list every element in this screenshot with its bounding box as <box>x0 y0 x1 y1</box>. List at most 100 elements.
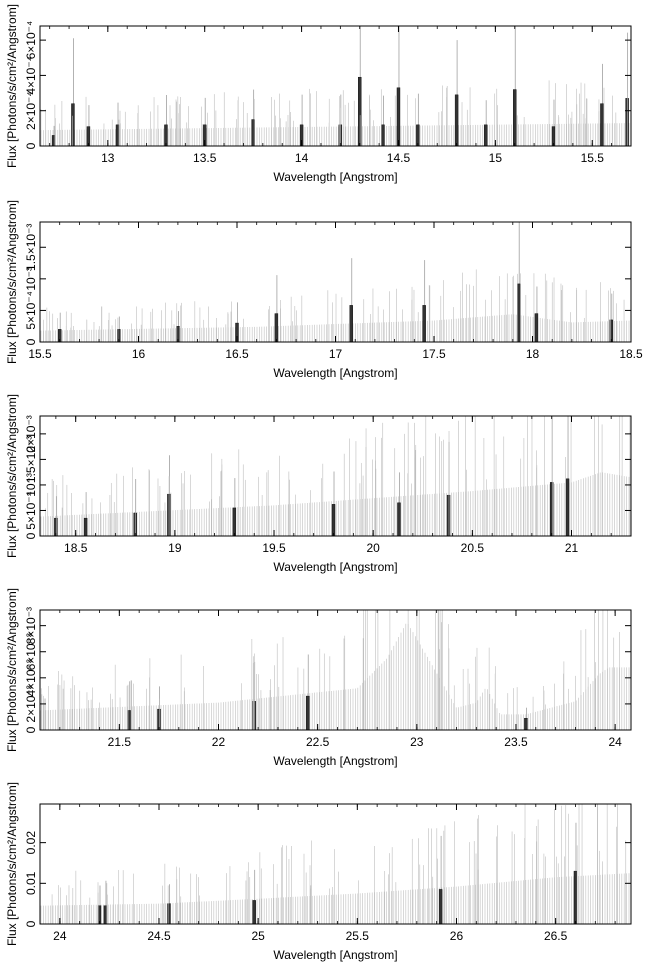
x-tick-label: 24 <box>53 929 67 943</box>
y-tick-label: 4×10⁻⁴ <box>24 56 38 95</box>
y-axis-label: Flux [Photons/s/cm²/Angstrom] <box>5 588 19 752</box>
data-bar <box>71 103 75 146</box>
y-tick-label: 8×10⁻³ <box>24 607 38 644</box>
y-tick-label: 4×10⁻³ <box>24 659 38 696</box>
y-tick-label: 0 <box>24 920 38 927</box>
x-axis-label: Wavelength [Angstrom] <box>273 560 397 574</box>
data-bar <box>331 504 336 536</box>
data-bar <box>252 900 256 924</box>
x-tick-label: 22 <box>212 735 226 749</box>
x-tick-label: 17.5 <box>422 347 446 361</box>
x-tick-label: 24.5 <box>147 929 171 943</box>
data-bar <box>306 695 310 730</box>
x-tick-label: 15.5 <box>28 347 52 361</box>
data-bar <box>454 94 459 146</box>
data-bar <box>513 89 517 146</box>
x-tick-label: 25.5 <box>346 929 370 943</box>
data-bar <box>251 119 255 146</box>
data-bar <box>422 305 426 342</box>
data-bar <box>381 124 385 146</box>
plot-frame <box>39 415 632 537</box>
plot-frame <box>39 803 632 925</box>
x-tick-label: 18 <box>526 347 540 361</box>
plot-area-3 <box>40 416 631 536</box>
y-tick-label: 10⁻³ <box>24 267 38 291</box>
x-tick-label: 23.5 <box>504 735 528 749</box>
x-tick-label: 23 <box>410 735 424 749</box>
x-axis-label: Wavelength [Angstrom] <box>273 948 397 962</box>
data-bar <box>203 124 207 146</box>
y-axis-label: Flux [Photons/s/cm²/Angstrom] <box>5 782 19 946</box>
y-tick-label: 6×10⁻³ <box>24 633 38 670</box>
data-bar <box>83 517 88 536</box>
panel-5: 24 24.5 25 25.5 26 26.5 0 0.01 0.02 Wavelength [A… <box>5 782 632 962</box>
y-tick-label: 5×10⁻⁴ <box>24 291 38 330</box>
y-tick-label: 1.5×10⁻³ <box>24 224 38 271</box>
x-tick-label: 26 <box>450 929 464 943</box>
data-bar <box>115 124 120 146</box>
plot-frame <box>39 25 632 147</box>
y-tick-label: 10⁻³ <box>24 473 38 497</box>
x-tick-label: 20 <box>367 541 381 555</box>
y-tick-label: 5×10⁻⁴ <box>24 491 38 530</box>
y-tick-label: 0 <box>24 532 38 539</box>
data-bar <box>625 98 629 146</box>
data-bar <box>176 326 180 342</box>
y-tick-label: 2×10⁻³ <box>24 415 38 452</box>
panel-1: 13 13.5 14 14.5 15 15.5 0 2×10⁻⁴4×10⁻⁴6×10⁻⁴ Wav… <box>5 4 632 184</box>
y-tick-label: 1.5×10⁻³ <box>24 436 38 483</box>
data-bar <box>54 517 58 536</box>
x-tick-label: 24 <box>608 735 622 749</box>
plot-area-2 <box>40 222 630 342</box>
data-bar <box>232 507 237 536</box>
x-axis-label: Wavelength [Angstrom] <box>273 170 397 184</box>
panel-4: 21.5 22 22.5 23 23.5 24 0 2×10⁻³4×10⁻³6×10⁻³8×1… <box>5 588 632 768</box>
data-bar <box>349 305 353 342</box>
x-tick-label: 19.5 <box>262 541 286 555</box>
x-tick-label: 26.5 <box>544 929 568 943</box>
x-tick-label: 18.5 <box>64 541 88 555</box>
data-bar <box>416 124 420 146</box>
x-tick-label: 17 <box>329 347 343 361</box>
data-bar <box>396 87 401 146</box>
data-bar <box>549 482 554 536</box>
data-bar <box>438 889 443 924</box>
y-tick-label: 2×10⁻⁴ <box>24 91 38 130</box>
data-bar <box>397 502 401 536</box>
x-axis-label: Wavelength [Angstrom] <box>273 366 397 380</box>
x-tick-label: 14.5 <box>387 151 411 165</box>
panel-3: 18.5 19 19.5 20 20.5 21 0 5×10⁻⁴10⁻³1.5×10⁻³2×1… <box>5 394 632 574</box>
data-bar <box>358 76 362 146</box>
data-bar <box>573 870 578 924</box>
data-bar <box>446 494 451 536</box>
data-bar <box>299 124 304 146</box>
y-tick-label: 0 <box>24 142 38 149</box>
y-tick-label: 0 <box>24 726 38 733</box>
plot-frame <box>39 609 632 731</box>
data-bar <box>235 322 239 342</box>
y-axis-label: Flux [Photons/s/cm²/Angstrom] <box>5 394 19 558</box>
data-bar <box>609 319 613 342</box>
data-bar <box>338 124 343 146</box>
x-tick-label: 16 <box>132 347 146 361</box>
x-tick-label: 13 <box>101 151 115 165</box>
x-tick-label: 20.5 <box>461 541 485 555</box>
plot-area-4 <box>40 610 630 730</box>
x-tick-label: 14 <box>295 151 309 165</box>
data-bar <box>600 103 604 146</box>
y-tick-label: 2×10⁻³ <box>24 685 38 722</box>
data-bar <box>157 708 161 730</box>
plot-area-5 <box>40 804 630 924</box>
x-tick-label: 25 <box>251 929 265 943</box>
panel-2: 15.5 16 16.5 17 17.5 18 18.5 0 5×10⁻⁴10⁻³1.5×10⁻… <box>5 200 643 380</box>
data-bar <box>483 124 488 146</box>
y-tick-label: 0.01 <box>24 871 38 895</box>
data-bar <box>524 718 528 730</box>
x-tick-label: 21 <box>565 541 579 555</box>
plot-area-1 <box>40 26 630 146</box>
y-tick-label: 0.02 <box>24 831 38 855</box>
x-tick-label: 19 <box>168 541 182 555</box>
x-tick-label: 13.5 <box>193 151 217 165</box>
